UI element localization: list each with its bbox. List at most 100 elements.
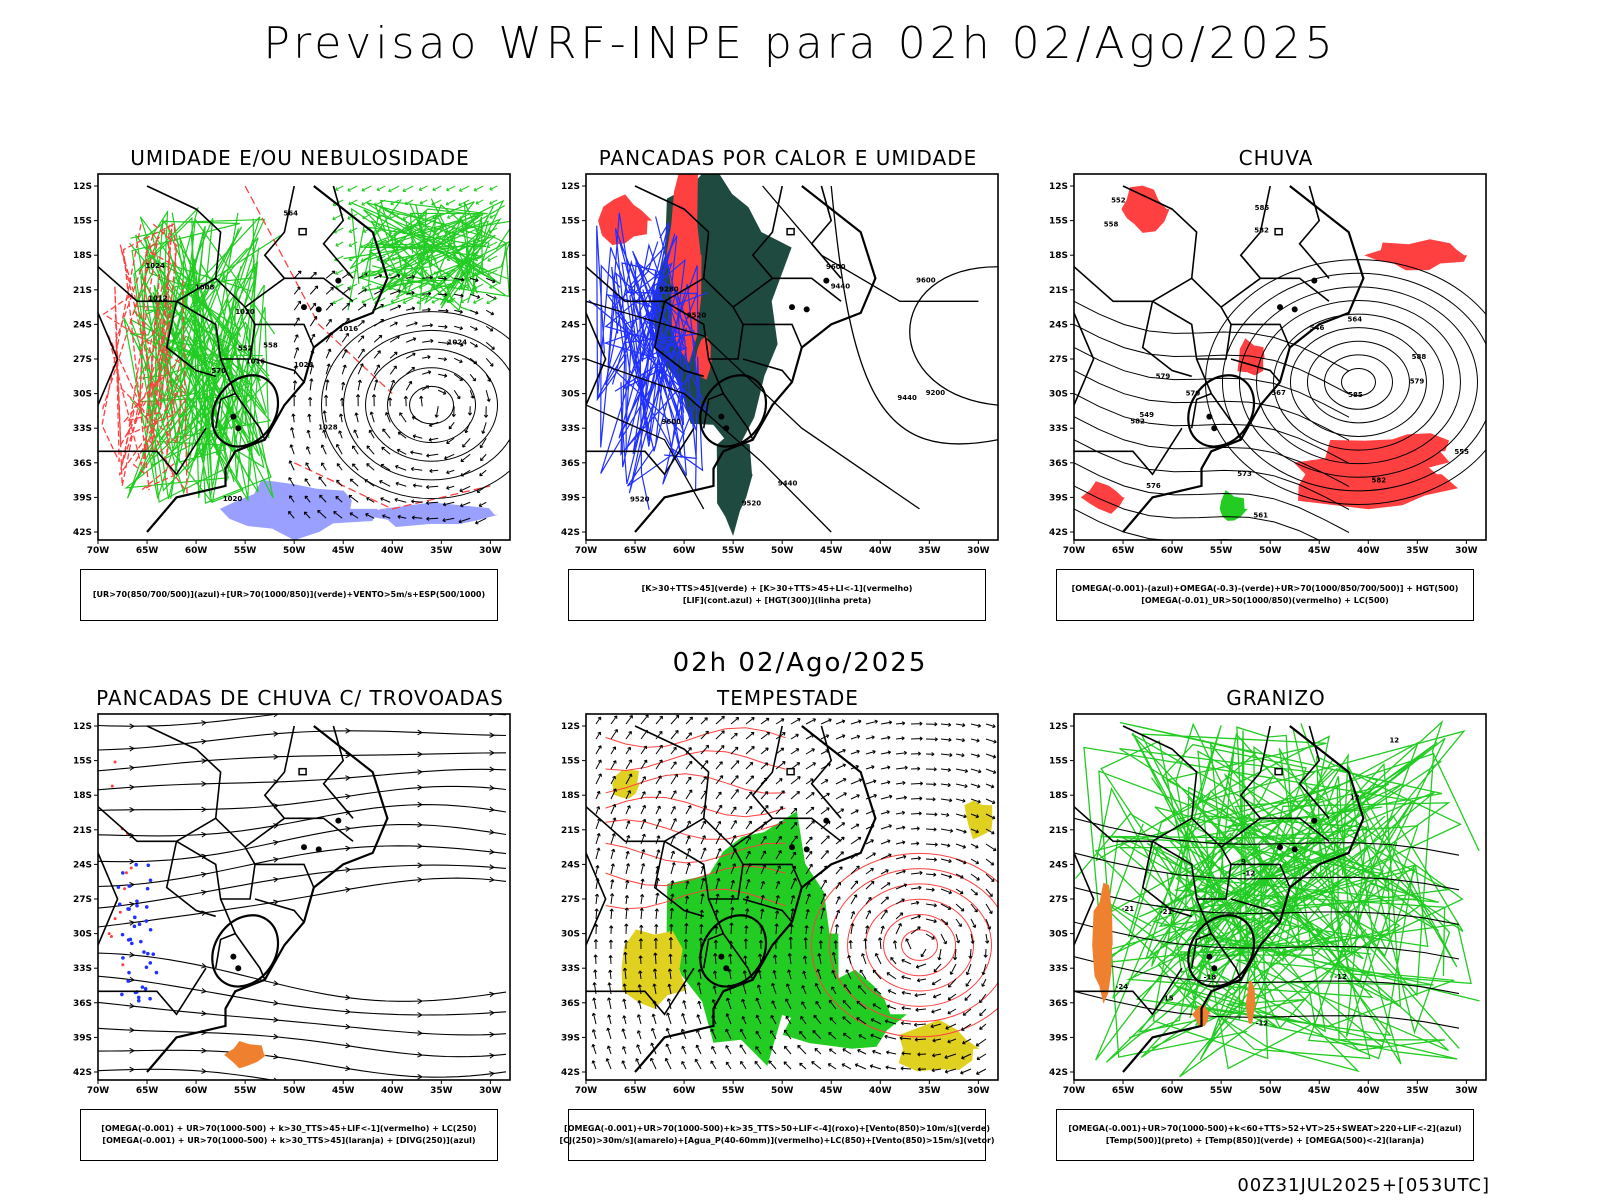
stream-arrow (489, 750, 496, 756)
stream-arrow (489, 1052, 496, 1059)
wind-vector (725, 1013, 732, 1025)
map-coastline (1122, 725, 1365, 1073)
height-contour (586, 300, 920, 510)
rain-area (1364, 239, 1468, 271)
wind-vector (665, 1027, 672, 1040)
lon-tick-label: 50W (771, 1086, 794, 1096)
wind-vector (910, 751, 922, 756)
wind-vector (422, 307, 431, 312)
wind-vector (715, 804, 723, 815)
stream-arrow (201, 720, 208, 726)
wind-vector (410, 450, 423, 455)
divergence-dot (116, 885, 121, 889)
wind-vector (685, 862, 691, 875)
wind-vector (811, 1061, 822, 1070)
map-lake (789, 844, 795, 851)
wind-vector (880, 750, 892, 755)
lon-tick-label: 35W (918, 1086, 941, 1096)
wind-vector (685, 747, 692, 755)
wind-vector (453, 357, 463, 364)
wind-vector (783, 1045, 792, 1055)
lon-tick-label: 30W (1455, 1086, 1478, 1096)
wind-vector (775, 895, 780, 905)
stream-arrow (417, 751, 424, 758)
wind-vector-green (473, 283, 484, 290)
wind-vector (850, 778, 863, 785)
map-lake (230, 413, 237, 420)
wind-vector-green (460, 227, 470, 234)
wind-vector (713, 953, 718, 965)
wind-vector (789, 924, 794, 935)
wind-vector (775, 747, 785, 755)
wind-vector (451, 406, 456, 417)
wind-vector (970, 903, 978, 913)
lon-tick-label: 55W (722, 546, 745, 556)
map-border (707, 358, 754, 441)
wind-vector (715, 862, 722, 875)
lat-tick-label: 12S (1049, 722, 1068, 732)
wind-vector (725, 1061, 732, 1070)
wind-vector (947, 1008, 957, 1015)
wind-vector (670, 790, 677, 800)
stream-arrow (129, 901, 136, 908)
wind-vector (930, 1023, 942, 1029)
wind-vector (745, 717, 755, 725)
wind-vector (740, 1060, 747, 1070)
wind-vector (655, 790, 662, 800)
wind-vector (685, 880, 690, 890)
legend-line: [UR>70(850/700/500)](azul)+[UR>70(1000/8… (92, 590, 486, 599)
wind-vector (962, 1038, 972, 1045)
map-border (1152, 277, 1232, 360)
wind-vector (845, 969, 852, 980)
wind-vector (801, 985, 807, 995)
map-border (743, 863, 803, 888)
wind-vector (730, 746, 739, 755)
wind-vector-green (432, 283, 442, 290)
panel-title: CHUVA (1238, 146, 1314, 170)
legend-line: [OMEGA(-0.01)_UR>50(1000/850)(vermelho) … (1141, 596, 1389, 605)
stream-arrow (489, 876, 496, 883)
contour-label: 588 (1412, 353, 1427, 361)
wind-vector (387, 397, 393, 407)
wind-vector (760, 717, 770, 725)
wind-vector-green (446, 269, 456, 276)
wind-vector (917, 1052, 927, 1057)
wind-vector (870, 1033, 882, 1040)
map-lake (335, 277, 342, 284)
wind-vector (985, 888, 993, 897)
map-layer: -12 -12 -12 -21 -24 -21 -18 12 12 9 15 (1074, 719, 1480, 1078)
wind-vector (955, 783, 968, 789)
lon-tick-label: 45W (332, 1086, 355, 1096)
lon-tick-label: 35W (1406, 1086, 1429, 1096)
lon-tick-label: 60W (673, 546, 696, 556)
wind-vector (395, 481, 407, 487)
wind-vector (970, 738, 980, 743)
wind-vector (670, 806, 676, 815)
wind-vector (901, 990, 912, 995)
map-lake (1211, 965, 1218, 972)
wind-vector (768, 1060, 777, 1070)
stream-arrow (273, 1017, 280, 1023)
map-border (263, 725, 295, 819)
wind-vector (371, 394, 377, 407)
wind-vector (341, 349, 348, 359)
divergence-dot (121, 871, 125, 875)
wind-vector-green (474, 255, 484, 262)
map-border (1195, 898, 1242, 981)
wind-vector (805, 850, 813, 860)
wind-vector (710, 1060, 717, 1070)
stream-arrow (129, 920, 136, 926)
wind-vector (595, 865, 600, 875)
wind-vector (820, 893, 827, 905)
wind-vector (900, 1021, 912, 1026)
contour-label: 558 (1104, 220, 1119, 228)
wind-vector (831, 969, 837, 980)
map-df-box (298, 227, 307, 236)
wind-vector (940, 843, 951, 848)
wind-vector (901, 1051, 912, 1056)
wind-vector (293, 347, 300, 359)
wind-vector (354, 412, 359, 423)
map-tempestade: 12S 15S 18S 21S 24S 27S 30S 33S 36S 39S 42S 70W 65W 6… (561, 713, 999, 1096)
legend-line: [OMEGA(-0.001)+UR>70(1000-500)+k>35_TTS>… (564, 1124, 990, 1133)
map-border (244, 817, 354, 848)
